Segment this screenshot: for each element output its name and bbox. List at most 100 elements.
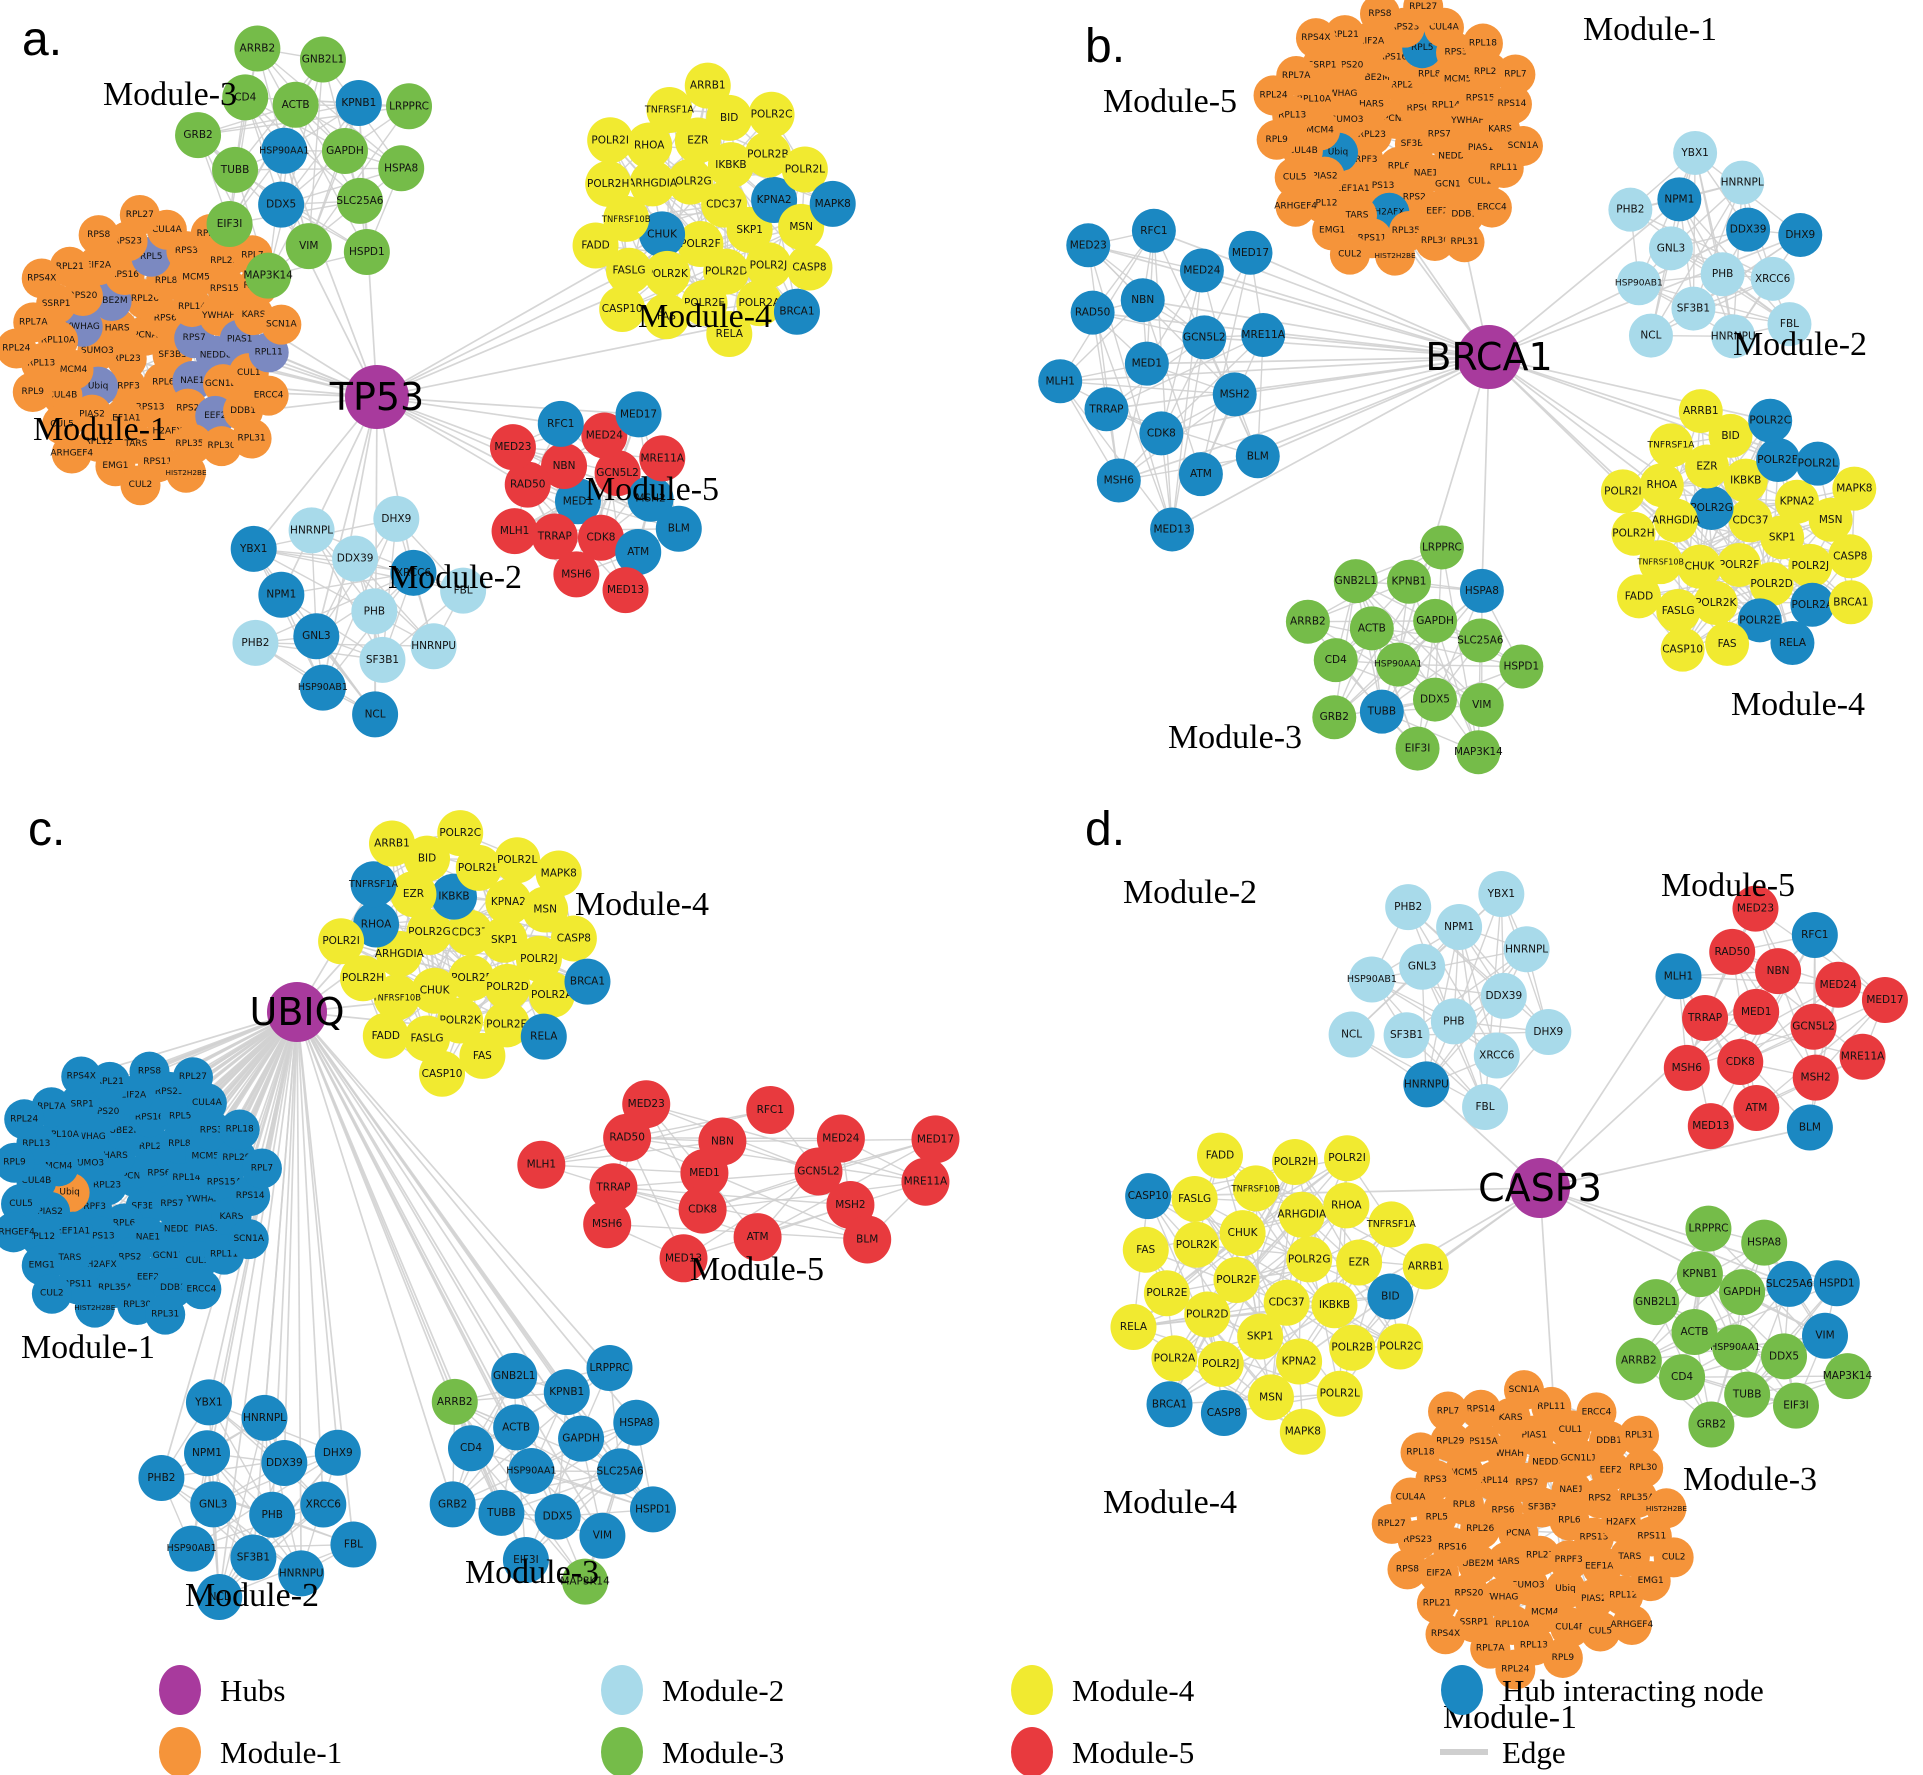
- node-b-RPL31[interactable]: RPL31: [1444, 222, 1485, 263]
- node-c-MED24[interactable]: MED24: [816, 1114, 865, 1163]
- node-c-XRCC6[interactable]: XRCC6: [300, 1481, 347, 1528]
- node-a-FASLG[interactable]: FASLG: [606, 247, 653, 294]
- node-c-TNFRSF10B[interactable]: TNFRSF10B: [371, 974, 421, 1021]
- node-a-GCN5L2[interactable]: GCN5L2: [594, 450, 641, 497]
- node-d-MED1[interactable]: MED1: [1733, 988, 1780, 1035]
- node-c-KPNA2[interactable]: KPNA2: [485, 878, 532, 925]
- node-c-POLR2A[interactable]: POLR2A: [528, 971, 575, 1018]
- node-b-GAPDH[interactable]: GAPDH: [1413, 598, 1458, 643]
- node-c-DDX5[interactable]: DDX5: [534, 1493, 581, 1540]
- node-a-HIST2H2BE[interactable]: HIST2H2BE: [165, 452, 207, 493]
- node-d-ACTB[interactable]: ACTB: [1671, 1309, 1718, 1356]
- node-b-RPL24[interactable]: RPL24: [1253, 75, 1294, 116]
- node-c-RPS8[interactable]: RPS8: [129, 1051, 170, 1092]
- node-b-MAPK8[interactable]: MAPK8: [1832, 466, 1877, 511]
- node-c-SF3B1[interactable]: SF3B1: [230, 1534, 277, 1581]
- node-c-HIST2H2BE[interactable]: HIST2H2BE: [74, 1287, 116, 1328]
- node-a-HSP90AB1[interactable]: HSP90AB1: [298, 664, 348, 711]
- node-a-RFC1[interactable]: RFC1: [537, 400, 584, 447]
- node-c-RPL7[interactable]: RPL7: [241, 1148, 282, 1189]
- node-d-RPS14[interactable]: RPS14: [1460, 1389, 1501, 1430]
- node-c-RPL31[interactable]: RPL31: [145, 1294, 186, 1335]
- node-b-ARHGDIA[interactable]: ARHGDIA: [1652, 498, 1700, 543]
- node-a-MAP3K14[interactable]: MAP3K14: [243, 252, 293, 299]
- node-c-ERCC4[interactable]: ERCC4: [181, 1269, 222, 1310]
- node-a-RPL31[interactable]: RPL31: [231, 418, 272, 459]
- node-b-HSPD1[interactable]: HSPD1: [1499, 644, 1544, 689]
- node-d-POLR2K[interactable]: POLR2K: [1173, 1221, 1220, 1268]
- node-b-HSP90AA1[interactable]: HSP90AA1: [1374, 642, 1422, 687]
- node-d-GRB2[interactable]: GRB2: [1688, 1401, 1735, 1448]
- node-b-POLR2C[interactable]: POLR2C: [1748, 398, 1793, 443]
- node-d-HSPA8[interactable]: HSPA8: [1741, 1219, 1788, 1266]
- node-c-BID[interactable]: BID: [404, 835, 451, 882]
- node-b-MED23[interactable]: MED23: [1066, 223, 1111, 268]
- node-c-POLR2D[interactable]: POLR2D: [484, 963, 531, 1010]
- node-a-POLR2L[interactable]: POLR2L: [781, 146, 828, 193]
- node-b-RAD50[interactable]: RAD50: [1070, 290, 1115, 335]
- node-c-GRB2[interactable]: GRB2: [429, 1481, 476, 1528]
- node-c-RPL24[interactable]: RPL24: [4, 1099, 45, 1140]
- node-a-CASP10[interactable]: CASP10: [599, 286, 646, 333]
- node-c-HSPD1[interactable]: HSPD1: [629, 1486, 676, 1533]
- node-a-EIF2A[interactable]: EIF2A: [78, 245, 119, 286]
- node-b-ERCC4[interactable]: ERCC4: [1471, 187, 1512, 228]
- node-c-POLR2B[interactable]: POLR2B: [455, 844, 502, 891]
- node-c-POLR2I[interactable]: POLR2I: [318, 918, 365, 965]
- node-a-ATM[interactable]: ATM: [615, 528, 662, 575]
- node-d-TNFRSF10B[interactable]: TNFRSF10B: [1231, 1165, 1281, 1212]
- node-b-SCN1A[interactable]: SCN1A: [1502, 125, 1543, 166]
- node-d-SLC25A6[interactable]: SLC25A6: [1766, 1260, 1813, 1307]
- node-b-POLR2G[interactable]: POLR2G: [1689, 486, 1734, 531]
- node-b-RPL21[interactable]: RPL21: [1324, 15, 1365, 56]
- node-d-SCN1A[interactable]: SCN1A: [1503, 1370, 1544, 1411]
- node-d-MSH2[interactable]: MSH2: [1792, 1054, 1839, 1101]
- node-d-EEF2[interactable]: EEF2: [1590, 1450, 1631, 1491]
- node-a-BLM[interactable]: BLM: [655, 505, 702, 552]
- node-b-ARRB1[interactable]: ARRB1: [1678, 389, 1723, 434]
- node-b-RPS4X[interactable]: RPS4X: [1295, 18, 1336, 59]
- node-a-RHOA[interactable]: RHOA: [626, 122, 673, 169]
- node-a-HSP90AA1[interactable]: HSP90AA1: [259, 127, 309, 174]
- node-c-MAP3K14[interactable]: MAP3K14: [560, 1558, 610, 1605]
- node-b-HSPA8[interactable]: HSPA8: [1459, 568, 1504, 613]
- node-b-TNFRSF10B[interactable]: TNFRSF10B: [1637, 540, 1684, 585]
- node-b-TUBB[interactable]: TUBB: [1359, 689, 1404, 734]
- node-b-PHB[interactable]: PHB: [1700, 252, 1745, 297]
- hub-node-BRCA1[interactable]: BRCA1: [1425, 325, 1553, 389]
- node-b-NPM1[interactable]: NPM1: [1657, 177, 1702, 222]
- node-c-PHB[interactable]: PHB: [249, 1491, 296, 1538]
- node-c-MED17[interactable]: MED17: [911, 1115, 960, 1164]
- node-a-LRPPRC[interactable]: LRPPRC: [386, 83, 433, 130]
- node-c-CASP8[interactable]: CASP8: [550, 915, 597, 962]
- node-b-POLR2J[interactable]: POLR2J: [1788, 543, 1833, 588]
- node-a-RPS8[interactable]: RPS8: [78, 215, 119, 256]
- node-c-MSH6[interactable]: MSH6: [583, 1200, 632, 1249]
- node-c-MSN[interactable]: MSN: [522, 886, 569, 933]
- node-a-TUBB[interactable]: TUBB: [212, 146, 259, 193]
- node-d-CUL5[interactable]: CUL5: [1580, 1611, 1621, 1652]
- node-d-TUBB[interactable]: TUBB: [1724, 1371, 1771, 1418]
- node-d-MED13[interactable]: MED13: [1687, 1103, 1734, 1150]
- node-c-TNFRSF1A[interactable]: TNFRSF1A: [348, 861, 399, 908]
- node-d-POLR2J[interactable]: POLR2J: [1197, 1340, 1244, 1387]
- node-c-KPNB1[interactable]: KPNB1: [543, 1369, 590, 1416]
- node-b-MED24[interactable]: MED24: [1179, 248, 1224, 293]
- node-b-BLM[interactable]: BLM: [1235, 434, 1280, 479]
- node-c-HNRNPU[interactable]: HNRNPU: [278, 1550, 325, 1597]
- node-a-GNB2L1[interactable]: GNB2L1: [299, 36, 346, 83]
- node-b-HIST2H2BE[interactable]: HIST2H2BE: [1375, 235, 1417, 276]
- node-d-POLR2A[interactable]: POLR2A: [1151, 1335, 1198, 1382]
- node-d-RPL31[interactable]: RPL31: [1619, 1415, 1660, 1456]
- node-a-CD4[interactable]: CD4: [222, 74, 269, 121]
- node-a-RPL24[interactable]: RPL24: [0, 328, 37, 369]
- node-a-RPS4X[interactable]: RPS4X: [21, 258, 62, 299]
- node-d-ATM[interactable]: ATM: [1733, 1084, 1780, 1131]
- node-a-ERCC4[interactable]: ERCC4: [248, 375, 289, 416]
- node-d-EIF2A[interactable]: EIF2A: [1418, 1553, 1459, 1594]
- node-b-POLR2A[interactable]: POLR2A: [1790, 582, 1835, 627]
- node-d-YBX1[interactable]: YBX1: [1478, 871, 1525, 918]
- node-d-POLR2F[interactable]: POLR2F: [1213, 1257, 1260, 1304]
- node-b-NBN[interactable]: NBN: [1120, 278, 1165, 323]
- node-b-POLR2B[interactable]: POLR2B: [1756, 438, 1801, 483]
